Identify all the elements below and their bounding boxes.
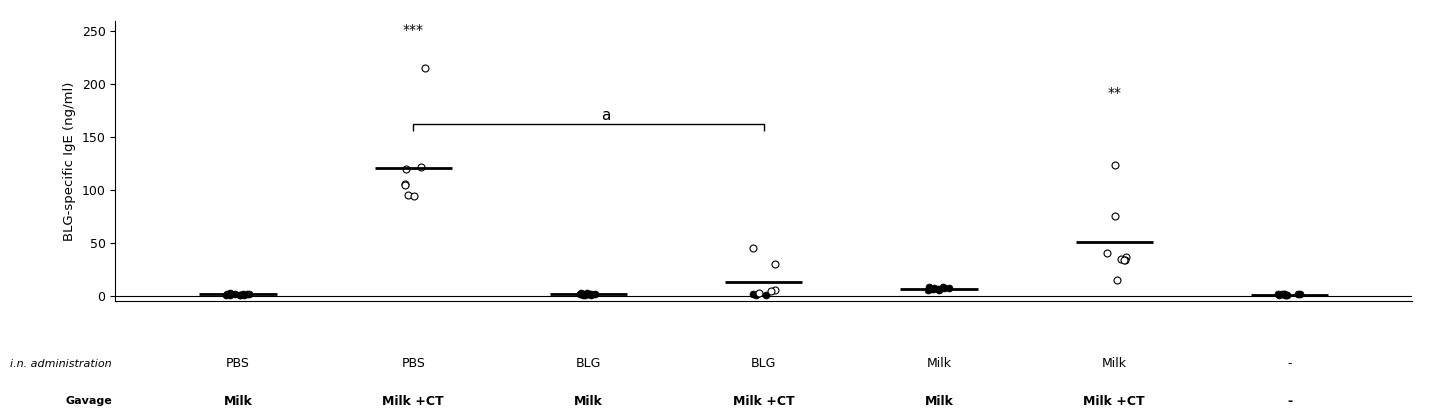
Point — [918, 284, 941, 291]
Point — [1268, 291, 1291, 298]
Point — [393, 180, 416, 187]
Text: -: - — [1287, 357, 1291, 370]
Point — [409, 163, 432, 170]
Point — [755, 291, 778, 298]
Point — [916, 287, 940, 294]
Point — [759, 288, 782, 295]
Point — [584, 290, 607, 297]
Point — [1267, 290, 1290, 297]
Text: Milk: Milk — [574, 395, 602, 408]
Point — [1285, 290, 1308, 297]
Point — [927, 286, 950, 293]
Point — [1095, 250, 1118, 257]
Point — [922, 286, 945, 293]
Point — [569, 289, 592, 296]
Text: ***: *** — [402, 23, 424, 37]
Point — [764, 287, 787, 294]
Point — [576, 290, 599, 297]
Point — [229, 291, 252, 298]
Point — [216, 290, 239, 297]
Point — [918, 286, 941, 293]
Point — [579, 290, 602, 297]
Point — [218, 289, 241, 296]
Point — [229, 291, 252, 298]
Point — [1275, 291, 1298, 298]
Point — [938, 285, 961, 292]
Point — [1288, 290, 1311, 297]
Point — [932, 285, 955, 292]
Point — [393, 181, 416, 188]
Text: **: ** — [1107, 86, 1121, 100]
Point — [232, 290, 255, 297]
Point — [1272, 290, 1295, 297]
Point — [235, 290, 258, 297]
Point — [931, 284, 954, 291]
Point — [1274, 291, 1297, 298]
Point — [1112, 256, 1136, 263]
Point — [568, 290, 591, 297]
Point — [1271, 290, 1294, 297]
Point — [402, 193, 425, 200]
Point — [395, 166, 418, 172]
Point — [215, 291, 238, 298]
Point — [578, 290, 601, 297]
Point — [1272, 290, 1295, 297]
Point — [238, 290, 261, 297]
Point — [922, 285, 945, 292]
Point — [748, 289, 771, 296]
Point — [742, 245, 765, 252]
Point — [1274, 291, 1297, 298]
Text: Milk: Milk — [1102, 357, 1127, 370]
Text: BLG: BLG — [576, 357, 601, 370]
Point — [579, 291, 602, 298]
Point — [223, 290, 246, 297]
Point — [232, 291, 255, 298]
Point — [764, 261, 787, 268]
Point — [572, 291, 595, 298]
Point — [741, 290, 764, 297]
Point — [928, 287, 951, 294]
Point — [572, 290, 595, 297]
Text: Milk: Milk — [927, 357, 951, 370]
Text: Gavage: Gavage — [65, 396, 112, 406]
Text: a: a — [601, 108, 611, 123]
Text: BLG: BLG — [751, 357, 777, 370]
Point — [1104, 213, 1127, 220]
Text: Milk +CT: Milk +CT — [733, 395, 794, 408]
Point — [1114, 253, 1137, 260]
Point — [1114, 256, 1137, 263]
Text: i.n. administration: i.n. administration — [10, 359, 112, 369]
Text: Milk: Milk — [223, 395, 252, 408]
Text: Milk +CT: Milk +CT — [382, 395, 444, 408]
Text: -: - — [1287, 395, 1293, 408]
Point — [1104, 161, 1127, 168]
Point — [744, 291, 767, 298]
Point — [1105, 276, 1128, 283]
Point — [1110, 255, 1133, 262]
Text: PBS: PBS — [226, 357, 249, 370]
Text: Milk: Milk — [925, 395, 954, 408]
Point — [575, 289, 598, 296]
Text: Milk +CT: Milk +CT — [1084, 395, 1146, 408]
Point — [574, 291, 597, 298]
Text: PBS: PBS — [401, 357, 425, 370]
Point — [414, 65, 437, 72]
Y-axis label: BLG-specific IgE (ng/ml): BLG-specific IgE (ng/ml) — [63, 81, 76, 241]
Point — [396, 192, 419, 199]
Point — [218, 291, 241, 298]
